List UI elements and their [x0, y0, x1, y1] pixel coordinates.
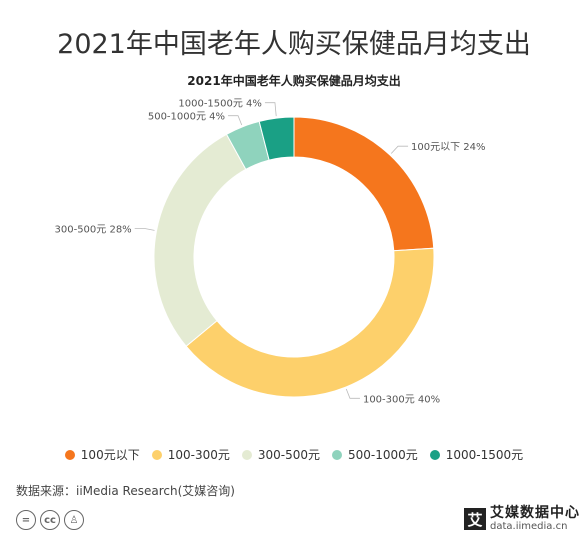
- brand-url: data.iimedia.cn: [490, 521, 568, 532]
- cc-icon: cc: [40, 510, 60, 530]
- slice-label: 1000-1500元 4%: [178, 99, 262, 110]
- legend-item: 500-1000元: [331, 446, 418, 463]
- legend-swatch: [429, 449, 440, 460]
- legend-item: 1000-1500元: [429, 446, 524, 463]
- source-note: 数据来源：iiMedia Research(艾媒咨询): [16, 484, 235, 498]
- legend-label: 1000-1500元: [445, 448, 524, 462]
- slice-label: 100-300元 40%: [363, 394, 440, 405]
- brand-watermark: 艾 艾媒数据中心 data.iimedia.cn: [464, 506, 580, 532]
- legend-label: 100-300元: [167, 448, 230, 462]
- legend-label: 500-1000元: [347, 448, 418, 462]
- leader-line: [134, 228, 155, 231]
- brand-name: 艾媒数据中心: [490, 505, 580, 521]
- slice-1000-1500: [258, 116, 295, 161]
- slice-300-500: [153, 133, 247, 347]
- person-icon: ♙: [64, 510, 84, 530]
- leader-line: [390, 145, 409, 154]
- chart-legend: 100元以下 100-300元 300-500元 500-1000元 1000-1500…: [0, 446, 588, 463]
- license-icons: = cc ♙: [16, 510, 84, 530]
- brand-logo: 艾: [464, 508, 486, 530]
- donut-chart: 100元以下 24% 100-300元 40% 300-500元 28% 500-10…: [55, 99, 486, 406]
- leader-line: [228, 115, 243, 126]
- legend-item: 100-300元: [151, 446, 230, 463]
- legend-swatch: [331, 449, 342, 460]
- legend-label: 100元以下: [80, 448, 140, 462]
- equals-icon: =: [16, 510, 36, 530]
- legend-swatch: [151, 449, 162, 460]
- page-title: 2021年中国老年人购买保健品月均支出: [57, 29, 531, 60]
- leader-line: [345, 388, 360, 399]
- chart-title: 2021年中国老年人购买保健品月均支出: [187, 74, 401, 88]
- slice-label: 100元以下 24%: [411, 142, 486, 153]
- legend-swatch: [64, 449, 75, 460]
- legend-swatch: [241, 449, 252, 460]
- legend-label: 300-500元: [257, 448, 320, 462]
- slice-label: 500-1000元 4%: [148, 112, 225, 123]
- leader-line: [264, 102, 277, 117]
- legend-item: 100元以下: [64, 446, 140, 463]
- slice-under-100: [293, 116, 435, 252]
- slice-100-300: [185, 247, 435, 398]
- slice-label: 300-500元 28%: [55, 225, 132, 236]
- legend-item: 300-500元: [241, 446, 320, 463]
